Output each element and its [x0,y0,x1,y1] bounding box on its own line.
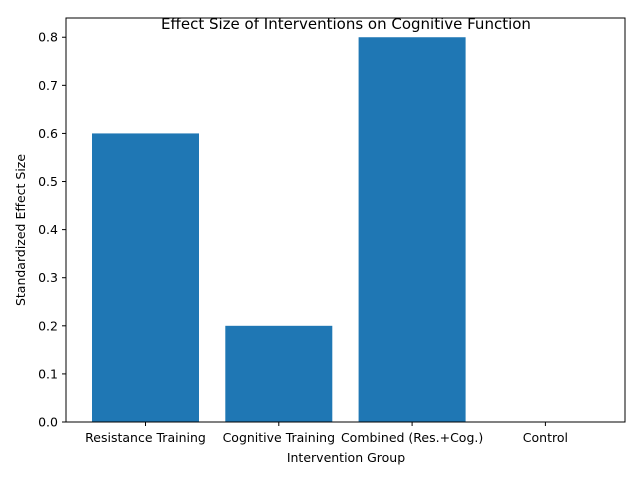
y-tick-label-0: 0.0 [38,415,58,430]
y-tick-label-5: 0.5 [38,174,58,189]
x-tick-label-3: Control [523,430,568,445]
plot-frame [65,17,626,423]
y-tick-label-4: 0.4 [38,222,58,237]
y-axis-ticks: 0.0 0.1 0.2 0.3 0.4 0.5 0.6 0.7 0.8 [38,30,66,430]
chart-title: Effect Size of Interventions on Cognitiv… [161,15,531,33]
bar-2 [358,37,466,422]
x-tick-label-1: Cognitive Training [223,430,335,445]
y-tick-label-1: 0.1 [38,366,58,381]
x-axis-label: Intervention Group [287,450,405,465]
y-tick-label-2: 0.2 [38,318,58,333]
x-tick-label-2: Combined (Res.+Cog.) [341,430,483,445]
y-tick-label-8: 0.8 [38,30,58,45]
x-axis-ticks: Resistance Training Cognitive Training Com… [85,422,568,445]
bar-1 [225,325,333,422]
bars-group [92,37,466,422]
bar-0 [92,133,199,422]
y-tick-label-6: 0.6 [38,126,58,141]
y-tick-label-7: 0.7 [38,78,58,93]
x-tick-label-0: Resistance Training [85,430,206,445]
y-tick-label-3: 0.3 [38,270,58,285]
y-axis-label: Standardized Effect Size [13,154,28,306]
